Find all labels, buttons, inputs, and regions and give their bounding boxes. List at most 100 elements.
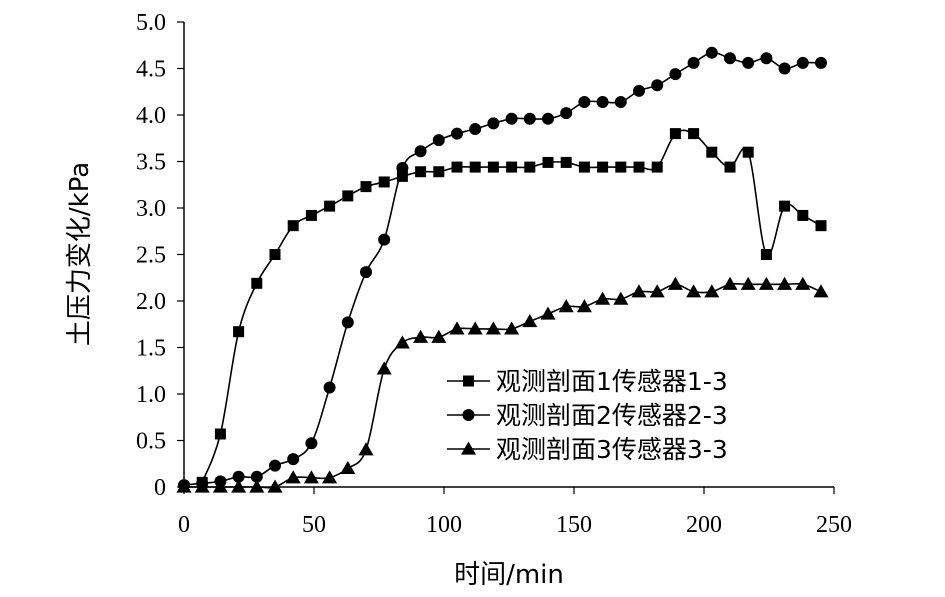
y-tick-label: 2.0 [136,289,166,315]
series-2-point [633,84,645,97]
series-3-point [467,321,483,335]
series-1-point [724,161,736,173]
legend-item-3: 观测剖面3传感器3-3 [447,435,728,464]
series-2-point [487,117,500,130]
series-3-point [303,470,319,484]
series-2-point [360,266,372,279]
series-3-point [485,321,501,335]
series-2-point [760,52,773,65]
series-3-point [322,470,338,484]
series-3-point [686,284,702,298]
series-3-point [376,361,392,375]
series-1-point [214,428,226,440]
series-2-point [815,56,827,69]
series-1-point [324,200,336,212]
series-2-point [596,95,609,108]
series-3-point [722,276,738,290]
series-2-point [724,52,736,65]
series-3-point [504,321,520,335]
legend-label: 观测剖面3传感器3-3 [496,435,728,464]
series-3-point [285,470,301,484]
series-1-point [651,161,663,173]
series-2-point [742,56,755,69]
series-1-point [688,128,700,140]
series-3-point [795,276,811,290]
series-2-point [778,62,791,75]
series-2-point [305,437,318,450]
x-tick-label: 150 [556,512,592,538]
series-2-point [796,56,809,69]
series-2-point [287,453,300,466]
series-2-point [250,470,263,483]
series-1-point [797,209,809,221]
legend-item-2: 观测剖面2传感器2-3 [447,401,728,430]
series-2-point [687,56,700,69]
legend-item-1: 观测剖面1传感器1-3 [447,367,728,396]
series-2-point [560,107,573,120]
series-1-point [415,166,427,178]
x-tick-label: 250 [816,512,852,538]
legend-marker [463,375,474,387]
series-2-point [614,95,627,108]
series-1-point [469,161,481,173]
series-3-point [631,284,647,298]
series-3-point [340,460,356,475]
series-3-point [649,284,665,298]
series-1-point [524,161,536,173]
series-3 [176,276,829,493]
series-3-point [558,299,574,313]
series-3-point [431,329,447,343]
series-3-point [212,479,228,493]
series-2-point [669,68,682,81]
series-3-point [704,284,720,298]
series-3-point [522,313,538,328]
x-tick-label: 0 [178,512,190,538]
series-3-point [740,276,756,290]
series-3-point [267,479,283,493]
series-1-point [360,181,372,193]
series-3-point [449,321,465,335]
series-2-point [542,112,554,125]
series-1 [196,128,827,488]
series-1-point [815,220,827,232]
x-axis-title: 时间/min [454,560,564,590]
series-1-point [742,146,754,158]
series-2-point [705,46,718,59]
series-1-point [233,326,245,338]
y-tick-label: 4.0 [136,103,166,129]
series-1-point [487,161,499,173]
legend-label: 观测剖面2传感器2-3 [496,401,728,430]
series-3-point [576,299,592,313]
y-tick-label: 0.5 [136,429,166,455]
y-tick-label: 3.5 [136,150,166,176]
series-3-point [358,442,374,456]
y-tick-label: 1.5 [136,336,166,362]
x-tick-label: 50 [302,512,326,538]
series-3-point [777,276,793,290]
series-3-point [231,479,247,493]
series-1-point [378,176,390,188]
series-3-point [249,479,265,493]
series-2-point [578,95,591,108]
x-tick-label: 100 [426,512,462,538]
series-2-point [323,381,336,394]
series-2-point [269,459,281,472]
series-1-point [542,156,554,168]
series-2-point [469,122,482,135]
series-1-point [633,161,645,173]
series-1-point [396,170,408,182]
series-1-point [305,209,317,221]
y-tick-label: 0 [154,475,166,501]
plot-area [176,46,829,493]
axis-ticks: 0 0.5 1.0 1.5 2.0 2.5 3.0 3.5 4.0 4.5 5.0 0 50 100 150… [136,10,852,538]
legend-label: 观测剖面1传感器1-3 [496,367,728,396]
series-3-point [613,291,629,305]
series-2-point [451,127,463,140]
legend: 观测剖面1传感器1-3 观测剖面2传感器2-3 观测剖面3传感器3-3 [447,367,728,464]
series-2-point [378,233,391,246]
series-3-point [413,329,429,343]
series-1-point [433,166,445,178]
series-2-point [414,145,427,158]
x-tick-label: 200 [686,512,722,538]
